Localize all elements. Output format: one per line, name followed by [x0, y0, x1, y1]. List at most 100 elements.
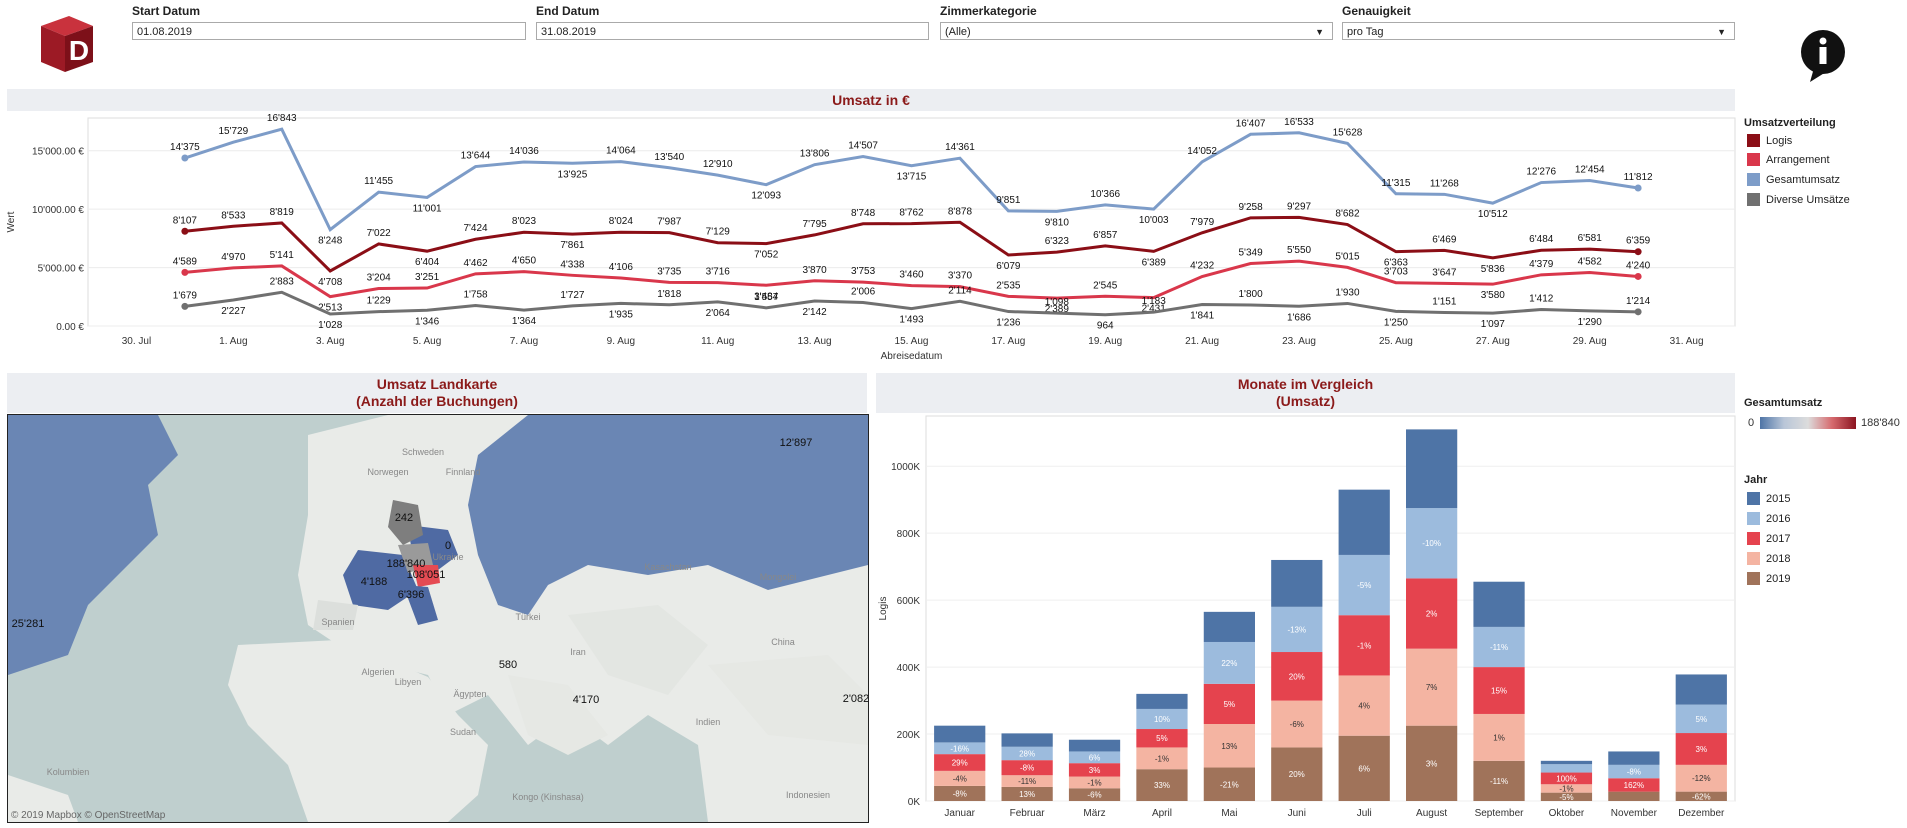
map-country-label: Türkei	[515, 612, 540, 622]
data-label: 1'236	[996, 318, 1021, 329]
series-line-gesamtumsatz	[184, 127, 1639, 232]
bar-change-label: 28%	[1019, 749, 1035, 758]
legend-year-2019[interactable]: 2019	[1747, 572, 1790, 585]
bar-chart: 0K 200K 400K 600K 800K 1000K Logis -8% -4% 29% -16…	[878, 415, 1736, 819]
y-tick-label: 200K	[897, 730, 921, 741]
bar-change-label: 6%	[1089, 753, 1101, 762]
bar-segment-2017	[1473, 667, 1525, 714]
bar-segment-2018	[1068, 776, 1121, 789]
data-label: 1'151	[1432, 297, 1457, 308]
map-value-label: 12'897	[780, 437, 813, 449]
bar-change-label: 3%	[1426, 759, 1438, 768]
x-tick-label: Juli	[1357, 808, 1372, 819]
legend-item-logis[interactable]: Logis	[1747, 134, 1792, 147]
bar-segment-2015	[1406, 429, 1458, 509]
legend-year-2017[interactable]: 2017	[1747, 532, 1790, 545]
legend-year-2016[interactable]: 2016	[1747, 512, 1790, 525]
map-country-label: Algerien	[361, 667, 394, 677]
bar-change-label: -13%	[1287, 625, 1306, 634]
data-label: 1'183	[1142, 296, 1167, 307]
legend-item-gesamtumsatz[interactable]: Gesamtumsatz	[1747, 173, 1840, 186]
data-label: 6'323	[1045, 236, 1070, 247]
data-label: 1'098	[1045, 297, 1070, 308]
gradient-min: 0	[1748, 417, 1755, 429]
bar-change-label: 10%	[1154, 715, 1170, 724]
legend-year-2015[interactable]: 2015	[1747, 492, 1790, 505]
bar-change-label: -1%	[1155, 754, 1169, 763]
data-label: 1'800	[1239, 289, 1264, 300]
bar-segment-2016	[1338, 554, 1390, 616]
bar-segment-2017	[1608, 778, 1660, 792]
map-country-label: Mongolei	[760, 572, 797, 582]
bar-change-label: 100%	[1556, 774, 1576, 783]
legend-year-2018[interactable]: 2018	[1747, 552, 1790, 565]
gradient-max: 188'840	[1861, 417, 1900, 429]
bar-segment-2016	[1540, 764, 1593, 773]
zimmer-select[interactable]: (Alle) ▼	[940, 22, 1333, 40]
genauigkeit-select[interactable]: pro Tag ▼	[1342, 22, 1735, 40]
y-axis-label: Logis	[878, 597, 889, 621]
brand-logo: D	[33, 12, 97, 76]
bar-change-label: 3%	[1089, 766, 1101, 775]
data-label: 6'363	[1384, 258, 1409, 269]
bar-segment-2016	[1001, 746, 1053, 761]
bar-change-label: -11%	[1490, 777, 1508, 786]
x-tick-label: Mai	[1221, 808, 1237, 819]
x-tick-label: 9. Aug	[607, 336, 635, 347]
bar-segment-2018	[1203, 724, 1255, 768]
bar-segment-2015	[1675, 674, 1727, 705]
data-label: 16'407	[1236, 118, 1266, 129]
start-date-input[interactable]: 01.08.2019	[132, 22, 526, 40]
map-country-label: Kolumbien	[47, 767, 90, 777]
series-line-arrangement	[184, 259, 1639, 300]
data-label: 8'024	[609, 216, 634, 227]
data-label: 5'141	[270, 250, 295, 261]
bar-change-label: 6%	[1358, 764, 1370, 773]
x-tick-label: 21. Aug	[1185, 336, 1219, 347]
bar-change-label: -4%	[953, 774, 967, 783]
x-axis-label: Abreisedatum	[881, 351, 943, 362]
map-value-label: 188'840	[387, 558, 426, 570]
data-label: 8'023	[512, 216, 537, 227]
chevron-down-icon: ▼	[1315, 27, 1324, 37]
end-date-input[interactable]: 31.08.2019	[536, 22, 929, 40]
data-label: 2'513	[318, 303, 343, 314]
bar-change-label: 2%	[1426, 610, 1438, 619]
info-icon[interactable]	[1800, 30, 1846, 82]
legend-item-diverse[interactable]: Diverse Umsätze	[1747, 193, 1850, 206]
genauigkeit-value: pro Tag	[1347, 26, 1384, 38]
data-label: 4'379	[1529, 259, 1554, 270]
end-date-label: End Datum	[536, 4, 600, 18]
map-country-label: Schweden	[402, 447, 444, 457]
bar-change-label: -5%	[1357, 581, 1371, 590]
swatch	[1747, 153, 1760, 166]
data-point	[1634, 308, 1642, 316]
data-label: 4'106	[609, 262, 634, 273]
data-label: 1'214	[1626, 296, 1651, 307]
data-label: 12'454	[1575, 164, 1605, 175]
bar-segment-2016	[934, 742, 986, 755]
map-country-label: Spanien	[321, 617, 354, 627]
swatch	[1747, 552, 1760, 565]
bar-change-label: -16%	[950, 744, 969, 753]
data-label: 9'810	[1045, 217, 1070, 228]
bar-segment-2016	[1203, 641, 1255, 684]
legend-item-arrangement[interactable]: Arrangement	[1747, 153, 1830, 166]
bar-segment-2018	[1136, 747, 1188, 770]
map-country-label: Sudan	[450, 727, 476, 737]
data-label: 8'533	[221, 210, 246, 221]
bar-change-label: 13%	[1019, 790, 1035, 799]
data-label: 15'628	[1333, 127, 1363, 138]
data-label: 5'015	[1335, 251, 1360, 262]
bar-segment-2015	[1271, 559, 1323, 607]
x-tick-label: 3. Aug	[316, 336, 344, 347]
bar-segment-2016	[1136, 708, 1188, 730]
bar-change-label: 7%	[1426, 683, 1438, 692]
map[interactable]: Schweden Norwegen Finnland Ukraine Spanien Tü…	[7, 414, 869, 823]
bar-segment-2017	[1406, 578, 1458, 649]
data-label: 1'097	[1481, 319, 1506, 330]
data-label: 1'557	[754, 292, 779, 303]
gradient-bar	[1760, 417, 1856, 429]
map-country-label: Ägypten	[453, 689, 486, 699]
x-tick-label: Februar	[1010, 808, 1046, 819]
